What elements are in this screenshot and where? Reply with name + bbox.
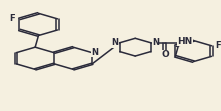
Text: N: N — [111, 38, 118, 47]
Text: F: F — [215, 41, 221, 50]
Text: F: F — [9, 14, 15, 23]
Text: N: N — [152, 38, 159, 47]
Text: N: N — [91, 48, 98, 57]
Text: HN: HN — [177, 37, 193, 46]
Text: O: O — [161, 50, 169, 59]
